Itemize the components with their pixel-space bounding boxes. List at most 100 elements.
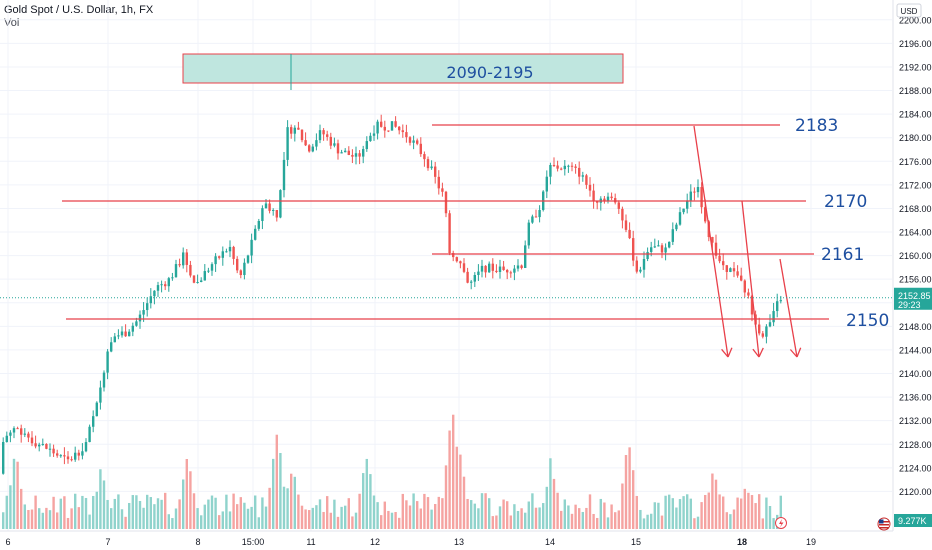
candle-body [160,284,163,286]
volume-bar [455,446,458,529]
candle-body [750,295,754,315]
range-zone[interactable] [182,53,624,84]
candle-body [765,326,768,337]
volume-bar [308,510,311,529]
volume-bar [275,434,278,529]
price-tick: 2196.00 [899,39,932,49]
volume-bar [405,500,408,529]
volume-bar [419,508,422,529]
candle-body [20,428,23,435]
volume-bar [736,497,739,529]
volume-bar [387,510,390,529]
candle-body [358,153,361,157]
volume-bar [470,500,473,529]
candle-body [174,264,178,278]
volume-bar [646,514,649,529]
volume-bar [282,486,286,529]
candle-body [318,130,322,141]
symbol-title[interactable]: Gold Spot / U.S. Dollar, 1h, FX [4,4,154,16]
candle-body [146,303,149,311]
volume-bar [430,509,433,529]
arrow-head [727,347,733,358]
candle-body [376,121,379,134]
candle-body [322,130,325,135]
candle-body [38,444,41,447]
candle-body [552,164,556,166]
candle-body [624,220,628,230]
candle-body [430,166,433,169]
volume-bar [156,498,160,529]
volume-bar [372,495,376,529]
volume-bar [146,494,149,529]
candle-body [264,203,268,209]
candle-body [84,442,88,452]
volume-bar [516,510,520,529]
candle-body [365,141,368,150]
price-axis[interactable]: 2200.00 2196.00 2192.00 2188.00 2184.00 2180.… [892,0,932,550]
time-axis[interactable]: 6 7 8 15:00 11 12 13 14 15 18 19 [0,530,893,547]
volume-bar [23,504,26,529]
volume-bar [596,517,599,529]
candle-body [556,165,559,169]
price-tick: 2184.00 [899,110,932,120]
candle-body [164,284,167,287]
zone-label: 2090-2195 [446,63,533,82]
candle-body [642,259,646,270]
volume-bar [696,516,700,529]
candle-body [336,143,340,154]
arrow-line[interactable] [779,258,798,358]
flag-icon[interactable] [877,517,891,531]
arrow-line[interactable] [741,200,760,358]
candle-body [290,127,293,134]
volume-bar [261,497,264,529]
candle-body [718,255,721,262]
lightning-icon[interactable] [775,517,787,529]
volume-bar [707,492,710,529]
volume-bar [668,494,671,529]
candle-body [228,246,232,252]
price-tick: 2200.00 [899,15,932,25]
candle-body [138,314,142,322]
level-label-2170: 2170 [824,192,867,212]
candle-body [689,191,692,201]
volume-bar [135,495,138,529]
volume-bar [293,476,296,529]
volume-bar [772,518,775,529]
volume-bar [210,495,214,529]
candle-body [448,213,451,254]
volume-bar [106,499,109,529]
candle-body [131,325,134,332]
volume-bar [549,458,552,529]
candle-body [221,251,224,258]
price-tick: 2124.00 [899,463,932,473]
candle-body [570,165,574,167]
candle-body [675,224,678,230]
candle-body [639,269,642,272]
candle-body [711,237,714,243]
candle-body [578,167,581,177]
volume-bar [167,514,170,529]
candle-body [462,263,466,272]
candle-body [110,342,113,352]
candle-body [419,143,422,155]
volume-bar [502,499,505,529]
candle-body [740,275,743,281]
volume-bar [714,479,718,529]
candle-body [178,264,181,266]
volume-bar [477,508,480,529]
currency-badge[interactable] [896,3,922,18]
arrow-line[interactable] [693,125,729,358]
volume-bar [138,500,142,529]
candle-body [297,127,300,130]
candle-body [239,270,242,276]
volume-bar [365,458,368,529]
candle-body [743,280,746,293]
volume-bar [732,509,736,529]
volume-bar [617,510,620,529]
price-axis-bg [893,0,932,550]
volume-bar [81,495,84,529]
volume-bar [632,470,635,529]
volume-bar [621,483,624,529]
candle-body [585,175,588,185]
